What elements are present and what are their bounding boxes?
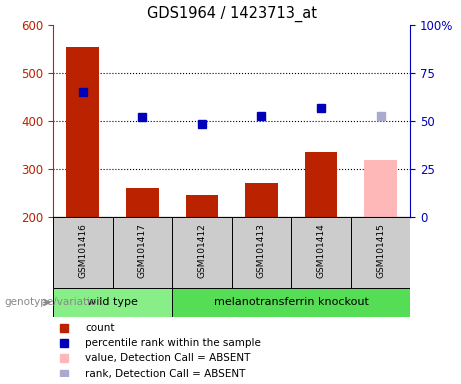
Text: GSM101414: GSM101414 — [316, 224, 325, 278]
Bar — [364, 161, 397, 217]
Bar — [53, 288, 172, 317]
Bar — [291, 217, 351, 288]
Text: count: count — [85, 323, 115, 333]
Bar — [305, 152, 337, 217]
Bar — [112, 217, 172, 288]
Text: value, Detection Call = ABSENT: value, Detection Call = ABSENT — [85, 353, 250, 364]
Text: melanotransferrin knockout: melanotransferrin knockout — [214, 297, 369, 308]
Bar — [53, 217, 112, 288]
Title: GDS1964 / 1423713_at: GDS1964 / 1423713_at — [147, 6, 317, 22]
Bar — [172, 217, 232, 288]
Text: rank, Detection Call = ABSENT: rank, Detection Call = ABSENT — [85, 369, 246, 379]
Bar — [185, 195, 218, 217]
Text: GSM101416: GSM101416 — [78, 223, 87, 278]
Bar — [172, 288, 410, 317]
Bar — [351, 217, 410, 288]
Text: GSM101412: GSM101412 — [197, 224, 207, 278]
Text: GSM101417: GSM101417 — [138, 223, 147, 278]
Bar — [126, 188, 159, 217]
Bar — [66, 46, 99, 217]
Text: GSM101415: GSM101415 — [376, 223, 385, 278]
Bar — [245, 184, 278, 217]
Text: genotype/variation: genotype/variation — [5, 297, 104, 308]
Text: percentile rank within the sample: percentile rank within the sample — [85, 338, 261, 348]
Bar — [232, 217, 291, 288]
Text: wild type: wild type — [87, 297, 138, 308]
Text: GSM101413: GSM101413 — [257, 223, 266, 278]
